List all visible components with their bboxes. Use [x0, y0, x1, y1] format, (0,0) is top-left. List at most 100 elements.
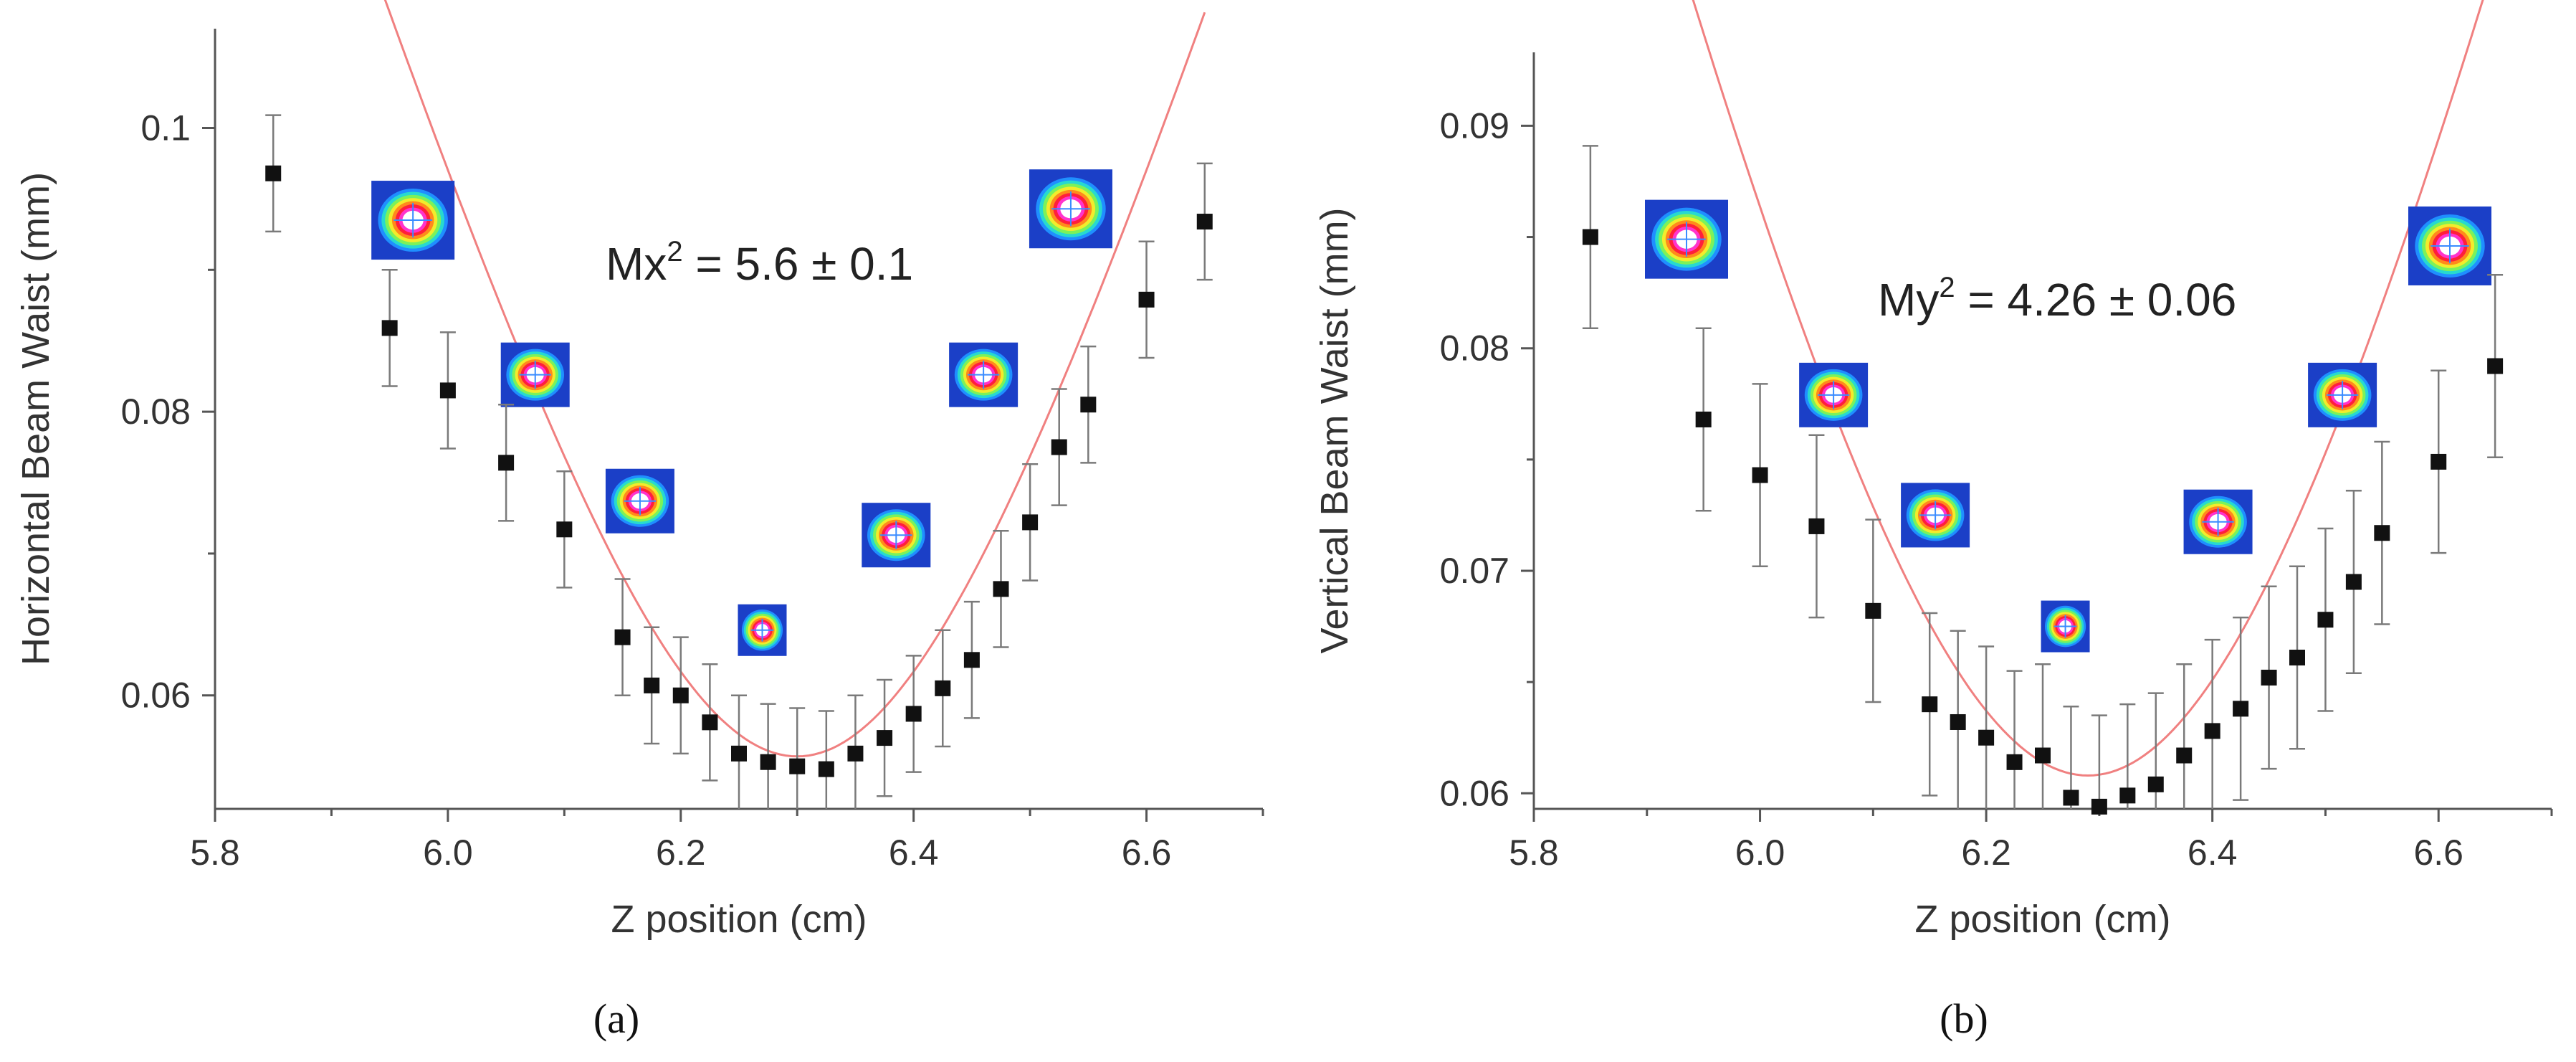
x-tick-label: 6.6 — [1122, 833, 1172, 873]
error-bar — [818, 710, 834, 809]
data-point — [963, 652, 980, 668]
data-point — [1582, 229, 1598, 245]
chart-panel-2: 5.8 6.0 6.2 6.4 6.6 0.06 0.07 0.08 0.09 Z positio… — [1313, 0, 2553, 1042]
y-tick-label: 0.07 — [1440, 551, 1509, 591]
data-point — [2119, 787, 2136, 804]
data-point — [2176, 747, 2193, 764]
chart-panel-1: 5.8 6.0 6.2 6.4 6.6 0.06 0.08 0.1 Z position (cm… — [14, 0, 1264, 1042]
x-tick-label: 5.8 — [1509, 833, 1559, 873]
beam-profile-inset — [738, 604, 787, 656]
data-point — [847, 745, 864, 762]
y-tick-label: 0.06 — [121, 675, 191, 716]
data-point — [1695, 411, 1712, 427]
data-point — [2289, 650, 2305, 665]
data-point — [818, 761, 834, 777]
data-point — [265, 165, 282, 181]
m-squared-annotation: My2 = 4.26 ± 0.06 — [1878, 272, 2236, 326]
data-point — [1808, 518, 1825, 534]
y-tick-label: 0.09 — [1440, 105, 1509, 146]
annotation-symbol: Mx — [606, 238, 667, 290]
annotation-value: = 5.6 ± 0.1 — [683, 238, 914, 290]
data-point — [644, 677, 660, 693]
x-tick-label: 6.4 — [889, 833, 939, 873]
data-point — [2233, 701, 2249, 717]
data-point — [2261, 669, 2277, 686]
data-point — [731, 745, 747, 762]
data-point — [439, 382, 456, 399]
beam-profile-inset — [1799, 362, 1869, 427]
y-axis-title: Horizontal Beam Waist (mm) — [14, 172, 57, 665]
data-point — [935, 680, 951, 696]
data-point — [2487, 358, 2504, 374]
beam-profile-inset — [949, 342, 1019, 407]
data-point — [877, 730, 893, 746]
y-tick-label: 0.08 — [1440, 328, 1509, 369]
beam-profile-inset — [605, 468, 674, 534]
x-tick-label: 6.0 — [423, 833, 473, 873]
data-point — [556, 521, 573, 538]
data-point — [2345, 574, 2362, 590]
data-point — [2317, 612, 2334, 628]
beam-profile-inset — [2308, 362, 2377, 427]
data-point — [1978, 729, 1995, 746]
x-axis-title: Z position (cm) — [1914, 898, 2170, 941]
data-point — [2147, 776, 2164, 792]
data-point — [614, 629, 631, 645]
x-tick-label: 6.4 — [2188, 833, 2238, 873]
data-point — [2035, 747, 2051, 764]
data-point — [789, 758, 806, 774]
beam-profile-inset — [2183, 489, 2253, 554]
data-point — [2430, 453, 2447, 470]
beam-profile-inset — [2041, 600, 2090, 653]
beam-profile-inset — [1029, 169, 1112, 249]
data-point — [2374, 525, 2390, 541]
data-point — [1051, 439, 1067, 455]
panel-label: (a) — [593, 995, 639, 1042]
x-axis-title: Z position (cm) — [611, 898, 867, 941]
data-point — [1950, 713, 1966, 730]
data-point — [2063, 790, 2079, 806]
beam-profile-inset — [371, 181, 455, 260]
data-point — [672, 687, 689, 703]
x-tick-label: 6.2 — [656, 833, 706, 873]
x-tick-label: 5.8 — [190, 833, 240, 873]
x-tick-label: 6.6 — [2413, 833, 2463, 873]
data-point — [1922, 696, 1938, 713]
annotation-symbol: My — [1878, 274, 1939, 326]
data-point — [2006, 754, 2023, 770]
error-bar — [2176, 663, 2193, 809]
data-point — [381, 320, 398, 336]
beam-profile-inset — [1645, 199, 1728, 279]
data-point — [1865, 602, 1881, 619]
m-squared-annotation: Mx2 = 5.6 ± 0.1 — [606, 236, 913, 290]
error-bar — [2006, 670, 2023, 809]
data-point — [2091, 798, 2107, 815]
data-point — [2204, 723, 2220, 739]
beam-profile-inset — [500, 342, 570, 407]
data-point — [1080, 397, 1097, 413]
beam-profile-inset — [2408, 206, 2491, 285]
y-axis-title: Vertical Beam Waist (mm) — [1313, 207, 1356, 653]
error-bar — [2091, 714, 2107, 809]
error-bar — [2035, 663, 2051, 809]
data-point — [1752, 467, 1768, 483]
panel-label: (b) — [1940, 995, 1988, 1042]
error-bar — [1978, 645, 1995, 809]
data-point — [1196, 214, 1213, 230]
beam-profile-inset — [862, 503, 931, 568]
data-point — [1022, 514, 1039, 531]
data-point — [702, 714, 718, 731]
annotation-superscript: 2 — [1939, 272, 1955, 303]
data-point — [905, 706, 922, 722]
y-tick-label: 0.08 — [121, 392, 191, 432]
data-point — [993, 581, 1009, 597]
x-tick-label: 6.2 — [1961, 833, 2011, 873]
annotation-value: = 4.26 ± 0.06 — [1955, 274, 2237, 326]
data-point — [760, 754, 776, 770]
y-tick-label: 0.1 — [140, 108, 191, 148]
annotation-superscript: 2 — [667, 236, 682, 267]
data-point — [1138, 291, 1155, 308]
data-point — [498, 455, 515, 471]
y-tick-label: 0.06 — [1440, 773, 1509, 813]
